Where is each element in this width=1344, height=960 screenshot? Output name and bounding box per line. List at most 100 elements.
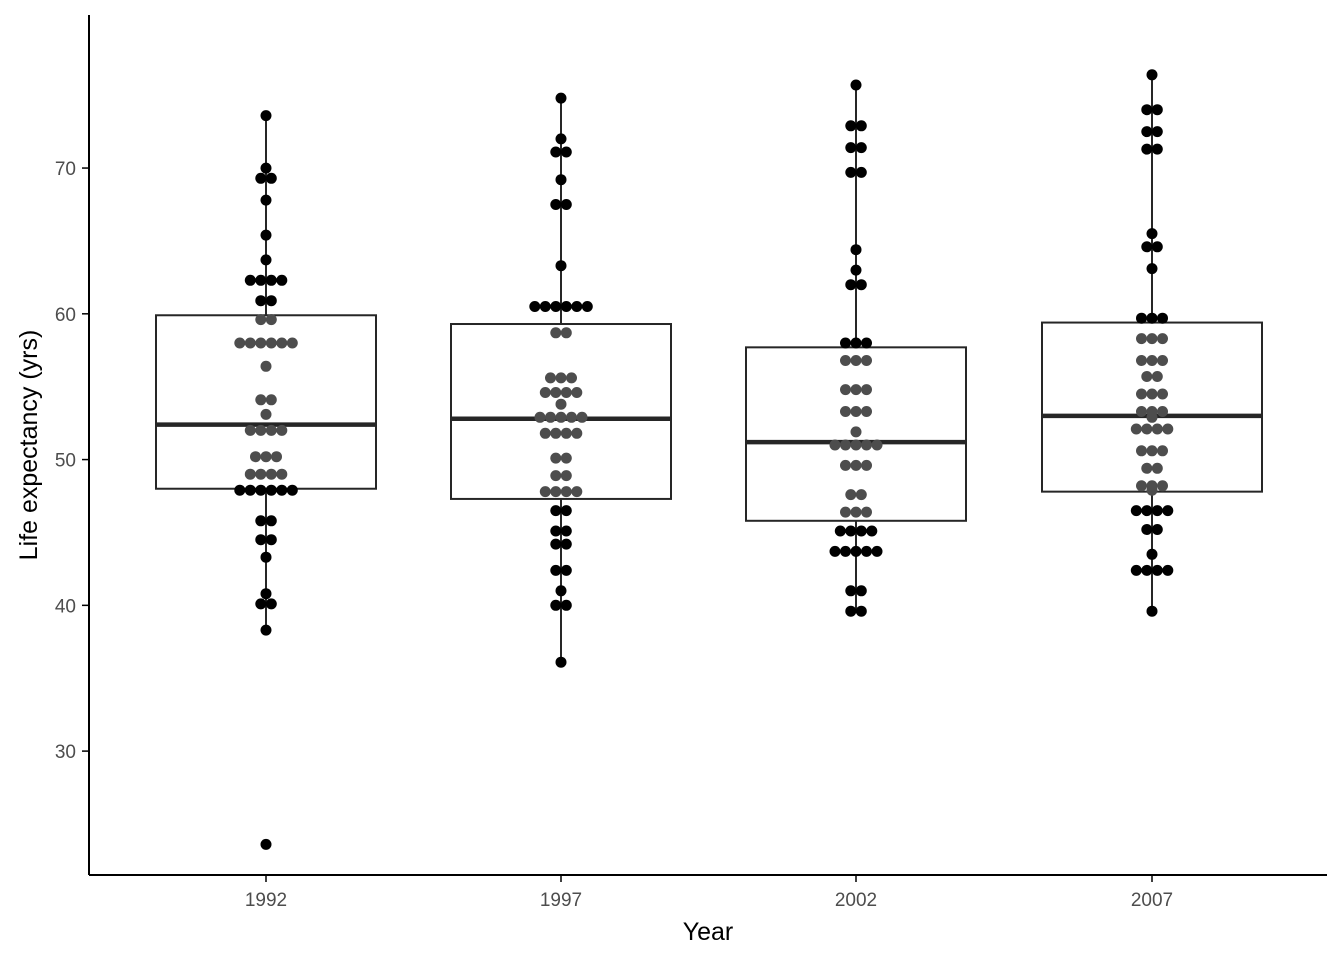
data-point (265, 598, 277, 610)
data-point (1146, 263, 1158, 275)
data-point (260, 110, 272, 122)
data-point (560, 427, 572, 439)
data-point (1141, 126, 1153, 138)
data-point (566, 411, 577, 423)
data-point (840, 545, 851, 557)
data-point (855, 489, 867, 501)
data-point (571, 301, 583, 312)
data-point (1130, 423, 1142, 435)
data-point (286, 337, 298, 349)
data-point (555, 133, 567, 145)
data-point (571, 427, 583, 439)
data-point (560, 525, 572, 537)
x-axis-title: Year (683, 918, 734, 946)
data-point (560, 146, 572, 158)
data-point (861, 506, 872, 518)
data-point (840, 459, 851, 471)
data-point (1136, 480, 1147, 492)
data-point (566, 372, 577, 384)
data-point (539, 486, 551, 498)
data-point (276, 424, 288, 436)
data-point (560, 387, 572, 398)
data-point (840, 384, 851, 396)
data-point (271, 451, 282, 463)
data-point (571, 486, 583, 498)
data-point (244, 337, 256, 349)
data-point (550, 564, 562, 576)
data-point (1146, 355, 1158, 366)
data-point (244, 484, 256, 496)
data-point (845, 120, 857, 132)
data-point (861, 406, 872, 417)
data-point (1146, 605, 1158, 617)
data-point (534, 411, 546, 423)
data-point (845, 585, 857, 597)
data-point (1162, 564, 1174, 576)
data-point (1151, 104, 1163, 116)
data-point (555, 174, 567, 186)
data-point (1146, 480, 1158, 492)
boxes-layer (155, 74, 1263, 663)
y-tick-label: 30 (55, 742, 76, 763)
data-point (1146, 445, 1158, 457)
data-point (265, 515, 277, 527)
data-point (560, 199, 572, 210)
data-point (855, 585, 867, 597)
data-point (539, 301, 551, 312)
data-point (850, 545, 862, 557)
data-point (829, 545, 841, 557)
data-point (555, 398, 567, 410)
data-point (855, 120, 867, 132)
data-point (550, 427, 562, 439)
data-point (255, 394, 267, 406)
data-point (545, 411, 556, 423)
data-point (550, 387, 562, 398)
data-point (260, 229, 272, 241)
data-point (571, 387, 583, 398)
data-point (555, 372, 567, 384)
data-point (539, 387, 551, 398)
data-point (1157, 445, 1168, 457)
data-point (850, 264, 862, 276)
data-point (866, 525, 878, 537)
data-point (234, 484, 246, 496)
data-point (1151, 371, 1163, 382)
data-point (260, 408, 272, 420)
data-point (850, 355, 862, 366)
data-point (550, 199, 562, 210)
data-point (1136, 333, 1147, 345)
data-point (1151, 423, 1163, 435)
data-point (1151, 505, 1163, 517)
x-tick-label: 1992 (245, 890, 287, 911)
data-point (850, 337, 862, 349)
data-point (550, 538, 562, 550)
data-point (265, 337, 277, 349)
points-layer (234, 69, 1174, 850)
data-point (855, 605, 867, 617)
data-point (1146, 333, 1158, 345)
data-point (255, 515, 267, 527)
data-point (855, 525, 867, 537)
data-point (850, 426, 862, 438)
data-point (850, 384, 862, 396)
data-point (861, 545, 872, 557)
data-point (855, 142, 867, 154)
data-point (850, 244, 862, 256)
data-point (1141, 505, 1153, 517)
data-point (840, 406, 851, 417)
data-point (529, 301, 541, 312)
data-point (560, 327, 572, 339)
data-point (255, 534, 267, 546)
data-point (1146, 388, 1158, 400)
data-point (234, 337, 246, 349)
data-point (850, 439, 862, 451)
data-point (255, 468, 267, 480)
data-point (1136, 355, 1147, 366)
data-point (276, 468, 288, 480)
data-point (1130, 564, 1142, 576)
data-point (555, 656, 567, 668)
data-point (260, 194, 272, 206)
data-point (829, 439, 841, 451)
data-point (845, 142, 857, 154)
data-point (1157, 355, 1168, 366)
